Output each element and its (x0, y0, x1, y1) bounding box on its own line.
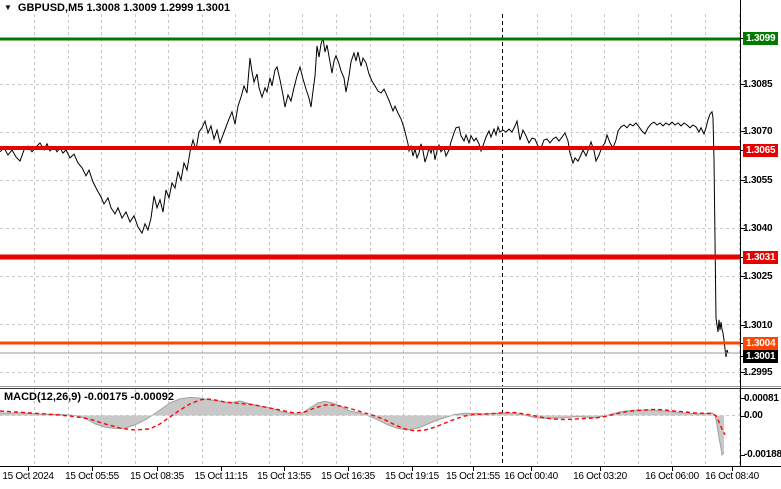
chart-title-bar: ▼ GBPUSD,M5 1.3008 1.3009 1.2999 1.3001 (4, 2, 230, 14)
price-axis-label-1.3004: 1.3004 (743, 336, 779, 350)
price-axis-label-1.3099: 1.3099 (743, 31, 779, 45)
time-axis-label: 15 Oct 11:15 (194, 471, 248, 482)
price-axis-label-1.3055: 1.3055 (743, 174, 773, 186)
macd-axis-label--0.00188: -0.00188 (744, 449, 781, 461)
time-axis-label: 16 Oct 06:00 (645, 471, 699, 482)
macd-histogram-area (0, 397, 724, 455)
price-axis-label-1.2995: 1.2995 (743, 366, 773, 378)
symbol-dropdown-arrow-icon[interactable]: ▼ (4, 3, 12, 12)
price-axis-label-1.3025: 1.3025 (743, 270, 773, 282)
time-axis-label: 15 Oct 16:35 (321, 471, 375, 482)
time-axis-label: 15 Oct 19:15 (385, 471, 439, 482)
price-axis-label-1.3010: 1.3010 (743, 319, 773, 331)
macd-indicator-label: MACD(12,26,9) -0.00175 -0.00092 (4, 391, 174, 403)
time-axis-label: 15 Oct 05:55 (65, 471, 119, 482)
chart-title: GBPUSD,M5 1.3008 1.3009 1.2999 1.3001 (17, 2, 231, 14)
macd-axis-label-0.00: 0.00 (744, 410, 763, 421)
price-axis-label-1.3065: 1.3065 (743, 143, 779, 157)
price-axis-label-1.3040: 1.3040 (743, 222, 773, 234)
price-line (0, 37, 729, 358)
price-axis-label-1.3001: 1.3001 (743, 349, 779, 363)
time-axis-label: 15 Oct 2024 (2, 471, 54, 482)
price-axis-label-1.3085: 1.3085 (743, 78, 773, 90)
macd-signal-line (0, 398, 726, 436)
macd-axis-label-0.00081: 0.00081 (744, 392, 779, 404)
time-axis-label: 16 Oct 08:40 (705, 471, 759, 482)
price-axis-label-1.3031: 1.3031 (743, 250, 779, 264)
time-axis-label: 15 Oct 08:35 (130, 471, 184, 482)
price-axis-label-1.3070: 1.3070 (743, 125, 773, 137)
time-axis-label: 16 Oct 00:40 (504, 471, 558, 482)
time-axis-label: 16 Oct 03:20 (573, 471, 627, 482)
time-axis-label: 15 Oct 13:55 (257, 471, 311, 482)
time-axis-label: 15 Oct 21:55 (446, 471, 500, 482)
